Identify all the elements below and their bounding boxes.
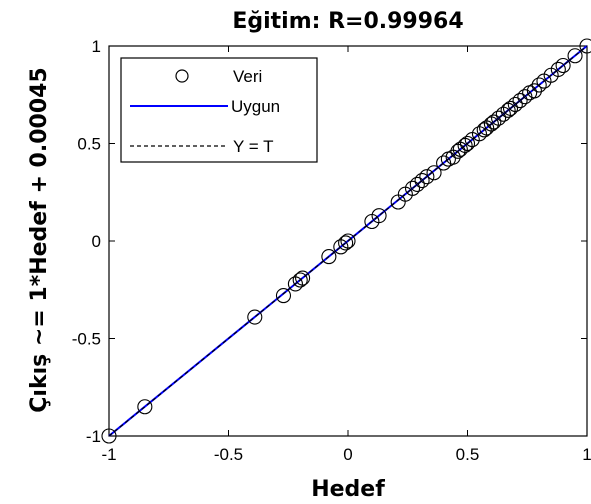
data-point xyxy=(507,96,523,113)
data-point xyxy=(517,89,533,105)
x-tick-label: -0.5 xyxy=(214,445,243,464)
legend-marker-veri xyxy=(175,69,189,83)
series-line-y-t xyxy=(108,45,588,437)
legend-label-veri: Veri xyxy=(233,67,262,86)
y-tick-label: -1 xyxy=(86,427,101,446)
y-tick-label: 0.5 xyxy=(77,135,101,154)
legend-label-y-equals-t: Y = T xyxy=(233,137,273,156)
data-point xyxy=(436,155,452,171)
data-point xyxy=(459,135,476,152)
data-point xyxy=(419,169,435,185)
data-point xyxy=(426,165,442,181)
data-point xyxy=(512,93,528,109)
data-point xyxy=(340,233,356,249)
legend-box xyxy=(120,57,318,163)
data-point xyxy=(567,48,583,64)
data-points xyxy=(101,38,591,444)
data-point xyxy=(321,249,337,265)
axis-tick-labels: -1 -0.5 0 0.5 1 -1 -0.5 0 0.5 1 xyxy=(72,37,591,464)
data-point xyxy=(502,100,519,116)
x-tick-label: 0 xyxy=(343,445,352,464)
data-point xyxy=(101,428,117,444)
data-point xyxy=(338,235,354,251)
data-point xyxy=(371,208,387,224)
y-tick-label: 0 xyxy=(92,232,101,251)
y-axis-label: Çıkış ~= 1*Hedef + 0.00045 xyxy=(27,67,52,412)
data-point xyxy=(550,61,566,77)
x-tick-label: -1 xyxy=(101,445,116,464)
data-point xyxy=(292,272,308,288)
data-point xyxy=(414,173,430,189)
legend-label-uygun: Uygun xyxy=(231,97,280,116)
x-tick-label: 0.5 xyxy=(456,445,480,464)
data-point xyxy=(491,110,507,126)
fit-lines xyxy=(108,45,588,437)
data-point xyxy=(404,180,421,196)
data-point xyxy=(275,288,292,304)
data-point xyxy=(526,83,542,99)
x-axis-label: Hedef xyxy=(311,477,385,502)
data-point xyxy=(531,77,547,93)
chart-title: Eğitim: R=0.99964 xyxy=(232,9,463,34)
data-point xyxy=(247,309,263,325)
y-tick-label: 1 xyxy=(92,37,101,56)
data-point xyxy=(555,57,571,74)
data-point xyxy=(409,176,425,192)
data-point xyxy=(486,114,502,130)
data-point xyxy=(579,38,591,54)
legend: Veri Uygun Y = T xyxy=(120,57,318,163)
data-point xyxy=(295,270,311,286)
y-tick-label: -0.5 xyxy=(72,330,101,349)
x-tick-label: 1 xyxy=(582,445,591,464)
data-point xyxy=(137,399,153,415)
